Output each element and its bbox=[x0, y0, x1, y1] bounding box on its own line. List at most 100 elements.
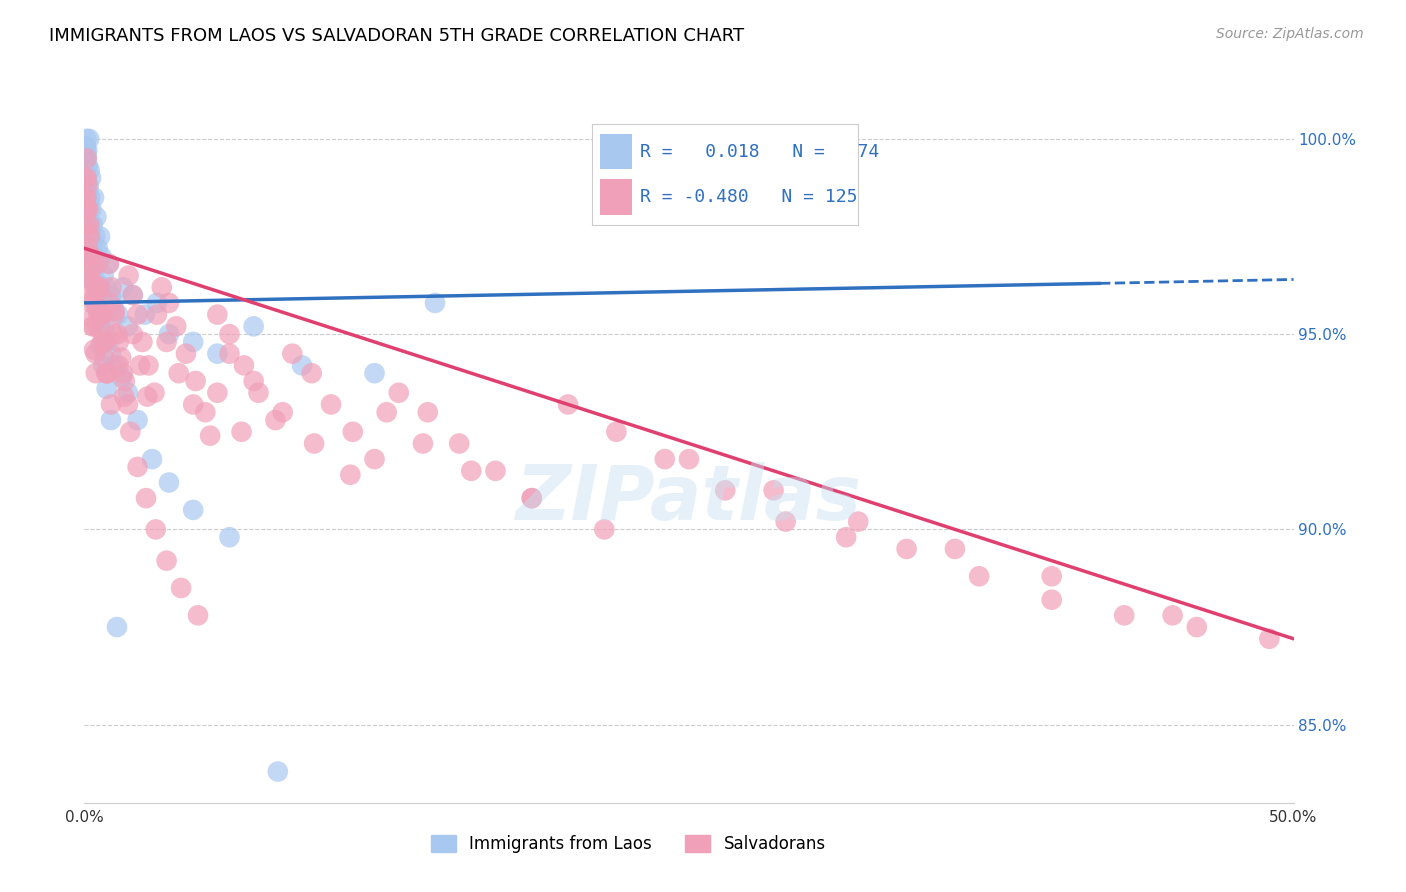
Point bbox=[218, 346, 240, 360]
Point bbox=[91, 308, 114, 322]
Point bbox=[112, 366, 135, 380]
Point bbox=[198, 428, 221, 442]
Point bbox=[75, 170, 97, 185]
Point bbox=[114, 374, 136, 388]
Point bbox=[86, 284, 108, 298]
Point bbox=[107, 308, 129, 322]
Point bbox=[150, 280, 173, 294]
Point bbox=[77, 218, 100, 232]
Point bbox=[247, 385, 270, 400]
Point bbox=[77, 226, 100, 240]
Point bbox=[218, 327, 240, 342]
Point bbox=[231, 425, 253, 439]
Point bbox=[174, 346, 197, 360]
Point bbox=[91, 359, 114, 373]
Point bbox=[97, 257, 120, 271]
Point bbox=[76, 178, 98, 193]
Point bbox=[82, 245, 104, 260]
Point bbox=[89, 339, 111, 353]
Point bbox=[605, 425, 627, 439]
Point bbox=[593, 523, 616, 537]
Point bbox=[76, 218, 98, 232]
Point bbox=[100, 413, 122, 427]
Point bbox=[75, 163, 97, 178]
Point bbox=[145, 523, 167, 537]
Point bbox=[146, 308, 169, 322]
Point bbox=[84, 346, 107, 360]
Point bbox=[79, 214, 101, 228]
Point bbox=[83, 257, 105, 271]
Point bbox=[77, 198, 100, 212]
Point bbox=[104, 359, 127, 373]
Point bbox=[76, 175, 98, 189]
Point bbox=[79, 190, 101, 204]
Point bbox=[654, 452, 676, 467]
Point bbox=[87, 257, 110, 271]
Point bbox=[835, 530, 858, 544]
Point bbox=[77, 132, 100, 146]
Point bbox=[134, 308, 156, 322]
Point bbox=[218, 530, 240, 544]
Point bbox=[100, 397, 122, 411]
Point bbox=[82, 272, 104, 286]
Point bbox=[93, 268, 115, 283]
Point bbox=[146, 296, 169, 310]
Point bbox=[80, 311, 103, 326]
Point bbox=[87, 308, 110, 322]
Point bbox=[76, 152, 98, 166]
Point bbox=[94, 366, 117, 380]
Point bbox=[127, 413, 149, 427]
Point bbox=[319, 397, 342, 411]
Point bbox=[127, 459, 149, 474]
Point bbox=[762, 483, 785, 498]
Point bbox=[77, 249, 100, 263]
Point bbox=[117, 397, 139, 411]
Point bbox=[520, 491, 543, 505]
Point bbox=[416, 405, 439, 419]
Point bbox=[184, 374, 207, 388]
Point bbox=[167, 366, 190, 380]
Point bbox=[80, 296, 103, 310]
Point bbox=[89, 280, 111, 294]
Point bbox=[375, 405, 398, 419]
Point bbox=[117, 319, 139, 334]
Point bbox=[80, 249, 103, 263]
Point bbox=[89, 229, 111, 244]
Point bbox=[79, 237, 101, 252]
Point bbox=[181, 503, 204, 517]
Point bbox=[83, 190, 105, 204]
Point bbox=[89, 308, 111, 322]
Point bbox=[484, 464, 506, 478]
Point bbox=[117, 385, 139, 400]
Point bbox=[76, 152, 98, 166]
Point bbox=[84, 366, 107, 380]
Point bbox=[302, 436, 325, 450]
Point bbox=[75, 190, 97, 204]
Point bbox=[82, 218, 104, 232]
Point bbox=[96, 334, 118, 349]
Point bbox=[90, 249, 112, 263]
Point bbox=[90, 311, 112, 326]
Point bbox=[242, 374, 264, 388]
Point bbox=[104, 308, 127, 322]
Point bbox=[105, 620, 128, 634]
Point bbox=[896, 541, 918, 556]
Point bbox=[143, 385, 166, 400]
Point bbox=[110, 351, 132, 365]
Point bbox=[80, 170, 103, 185]
Point bbox=[80, 252, 103, 267]
Point bbox=[135, 491, 157, 505]
Point bbox=[79, 229, 101, 244]
Text: ZIPatlas: ZIPatlas bbox=[516, 462, 862, 536]
Point bbox=[1185, 620, 1208, 634]
Point bbox=[291, 359, 314, 373]
Point bbox=[79, 234, 101, 248]
Point bbox=[75, 132, 97, 146]
Point bbox=[943, 541, 966, 556]
Point bbox=[136, 390, 159, 404]
Text: Source: ZipAtlas.com: Source: ZipAtlas.com bbox=[1216, 27, 1364, 41]
Point bbox=[714, 483, 737, 498]
Point bbox=[557, 397, 579, 411]
Point bbox=[76, 144, 98, 158]
Point bbox=[141, 452, 163, 467]
